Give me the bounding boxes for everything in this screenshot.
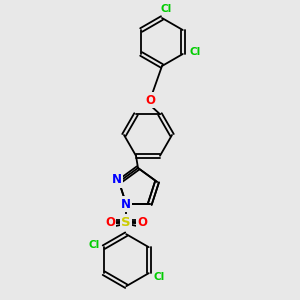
- Text: Cl: Cl: [189, 47, 200, 57]
- Text: O: O: [145, 94, 155, 106]
- Text: Cl: Cl: [88, 240, 99, 250]
- Text: O: O: [137, 216, 147, 229]
- Text: Cl: Cl: [153, 272, 164, 282]
- Text: Cl: Cl: [160, 4, 172, 14]
- Text: O: O: [105, 216, 115, 229]
- Text: S: S: [122, 216, 131, 229]
- Text: N: N: [112, 173, 122, 186]
- Text: N: N: [121, 198, 131, 211]
